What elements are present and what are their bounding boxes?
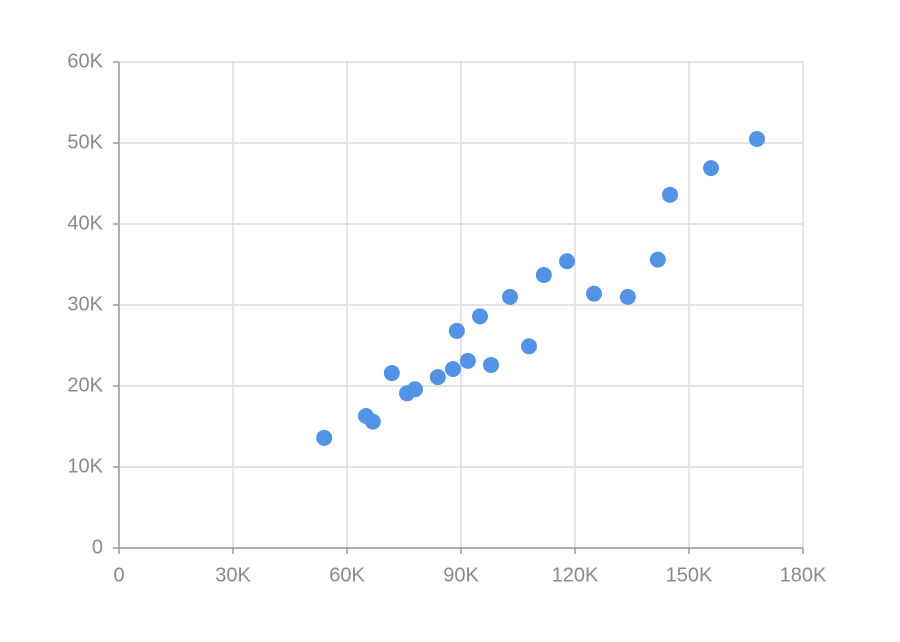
y-tick-label: 50K: [67, 131, 103, 153]
point: [703, 160, 720, 177]
y-tick-label: 40K: [67, 212, 103, 234]
point: [459, 352, 476, 369]
y-tick-label: 0: [92, 536, 103, 558]
x-tick-label: 150K: [666, 564, 713, 586]
point: [535, 267, 552, 284]
point: [559, 253, 576, 270]
x-tick-label: 0: [113, 564, 124, 586]
point: [619, 288, 636, 305]
point: [445, 360, 462, 377]
y-tick-label: 60K: [67, 50, 103, 72]
point: [383, 365, 400, 382]
point: [407, 381, 424, 398]
x-tick-label: 90K: [443, 564, 479, 586]
point: [364, 413, 381, 430]
point: [472, 308, 488, 325]
point: [448, 322, 465, 339]
x-tick-label: 120K: [552, 564, 599, 586]
point: [749, 130, 766, 147]
point: [521, 338, 538, 355]
point: [586, 285, 602, 302]
point: [662, 186, 678, 203]
point: [649, 251, 666, 268]
point: [483, 356, 500, 373]
y-tick-label: 10K: [67, 455, 103, 477]
x-tick-label: 30K: [215, 564, 251, 586]
point: [429, 369, 446, 386]
y-tick-label: 20K: [67, 374, 103, 396]
y-tick-label: 30K: [67, 293, 103, 315]
x-tick-label: 60K: [329, 564, 365, 586]
point: [316, 429, 333, 446]
x-tick-label: 180K: [780, 564, 827, 586]
point: [502, 288, 519, 305]
